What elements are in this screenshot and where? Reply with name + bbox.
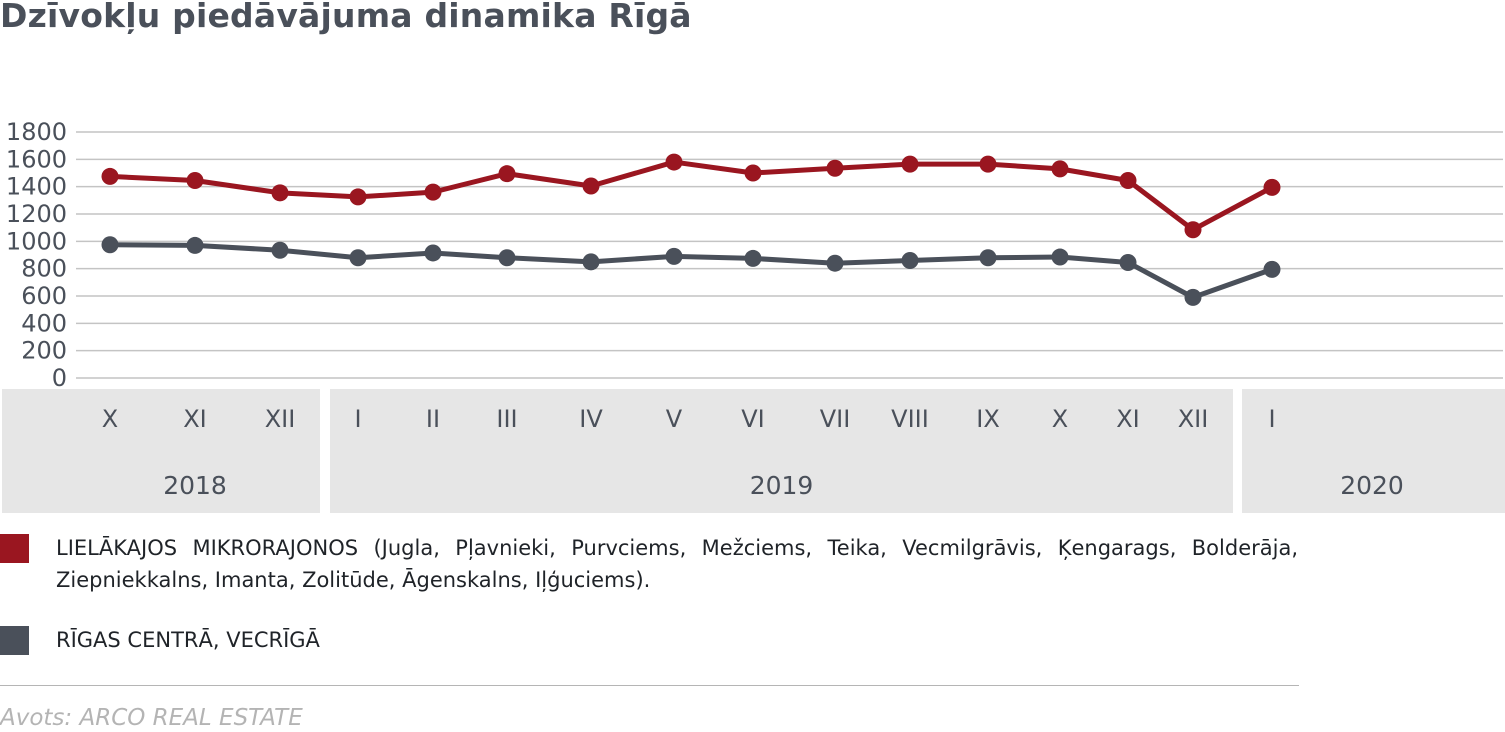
data-point-large-districts xyxy=(498,165,516,183)
data-point-center xyxy=(101,236,119,254)
data-point-large-districts xyxy=(582,177,600,195)
year-band xyxy=(330,389,1233,513)
data-point-large-districts xyxy=(665,153,683,171)
series-line-center xyxy=(109,242,1273,300)
data-point-large-districts xyxy=(1263,178,1281,196)
data-point-center xyxy=(1051,248,1069,266)
data-point-center xyxy=(582,253,600,271)
series-line-large-districts xyxy=(109,159,1274,233)
source-divider xyxy=(0,685,1299,686)
x-tick-label: VI xyxy=(741,405,765,433)
legend-swatch-red xyxy=(0,534,29,563)
chart-title: Dzīvokļu piedāvājuma dinamika Rīgā xyxy=(0,0,692,35)
data-point-center xyxy=(665,247,683,265)
data-point-large-districts xyxy=(744,164,762,182)
x-tick-label: I xyxy=(1268,405,1275,433)
data-point-center xyxy=(979,249,997,267)
x-tick-label: VII xyxy=(820,405,851,433)
legend-swatch-gray xyxy=(0,626,29,655)
legend-label-center: RĪGAS CENTRĀ, VECRĪGĀ xyxy=(56,628,320,652)
data-point-center xyxy=(1119,254,1137,272)
data-point-large-districts xyxy=(186,172,204,190)
series-lines xyxy=(101,153,1281,306)
x-tick-label: IX xyxy=(976,405,1000,433)
data-point-center xyxy=(424,244,442,262)
x-axis-ticks: X XI XII I II III IV V VI VII VIII IX X XI XII I xyxy=(102,405,1276,433)
data-point-center xyxy=(901,251,919,269)
data-point-large-districts xyxy=(1051,160,1069,178)
y-tick-label: 600 xyxy=(21,282,67,310)
year-label: 2018 xyxy=(163,471,227,500)
data-point-center xyxy=(271,241,289,259)
grid-lines xyxy=(76,131,1503,379)
data-point-center xyxy=(744,249,762,267)
x-tick-label: XII xyxy=(265,405,296,433)
x-tick-label: VIII xyxy=(891,405,929,433)
x-tick-label: IV xyxy=(579,405,603,433)
y-tick-label: 1400 xyxy=(6,173,67,201)
data-point-large-districts xyxy=(271,184,289,202)
data-point-center xyxy=(1184,288,1202,306)
data-point-large-districts xyxy=(901,155,919,173)
data-point-large-districts xyxy=(826,159,844,177)
y-tick-label: 1000 xyxy=(6,227,67,255)
x-tick-label: V xyxy=(666,405,683,433)
y-tick-label: 200 xyxy=(21,337,67,365)
legend-item-large-districts: LIELĀKAJOS MIKRORAJONOS (Jugla, Pļavniek… xyxy=(0,532,1298,596)
data-point-large-districts xyxy=(979,155,997,173)
data-point-center xyxy=(349,249,367,267)
year-label: 2019 xyxy=(750,471,814,500)
legend-item-center: RĪGAS CENTRĀ, VECRĪGĀ xyxy=(0,624,320,656)
y-tick-label: 400 xyxy=(21,309,67,337)
data-point-large-districts xyxy=(1119,172,1137,190)
x-tick-label: XI xyxy=(1116,405,1140,433)
data-point-center xyxy=(1263,260,1281,278)
y-tick-label: 0 xyxy=(52,364,67,392)
data-point-center xyxy=(826,254,844,272)
x-tick-label: XII xyxy=(1178,405,1209,433)
data-point-center xyxy=(186,236,204,254)
x-tick-label: II xyxy=(426,405,440,433)
data-point-center xyxy=(498,249,516,267)
y-tick-label: 1600 xyxy=(6,145,67,173)
y-tick-label: 1800 xyxy=(6,118,67,146)
year-label: 2020 xyxy=(1340,471,1404,500)
x-tick-label: XI xyxy=(183,405,207,433)
x-tick-label: X xyxy=(1052,405,1068,433)
year-band xyxy=(1242,389,1505,513)
data-point-large-districts xyxy=(1184,221,1202,239)
x-tick-label: III xyxy=(496,405,517,433)
y-tick-label: 800 xyxy=(21,255,67,283)
y-tick-label: 1200 xyxy=(6,200,67,228)
x-tick-label: I xyxy=(354,405,361,433)
legend-label-large-districts: LIELĀKAJOS MIKRORAJONOS (Jugla, Pļavniek… xyxy=(56,536,1298,592)
x-tick-label: X xyxy=(102,405,118,433)
data-point-large-districts xyxy=(424,183,442,201)
source-note: Avots: ARCO REAL ESTATE xyxy=(0,705,303,731)
data-point-large-districts xyxy=(349,188,367,206)
year-bands: 2018 2019 2020 xyxy=(2,389,1505,513)
data-point-large-districts xyxy=(101,167,119,185)
year-band xyxy=(2,389,320,513)
